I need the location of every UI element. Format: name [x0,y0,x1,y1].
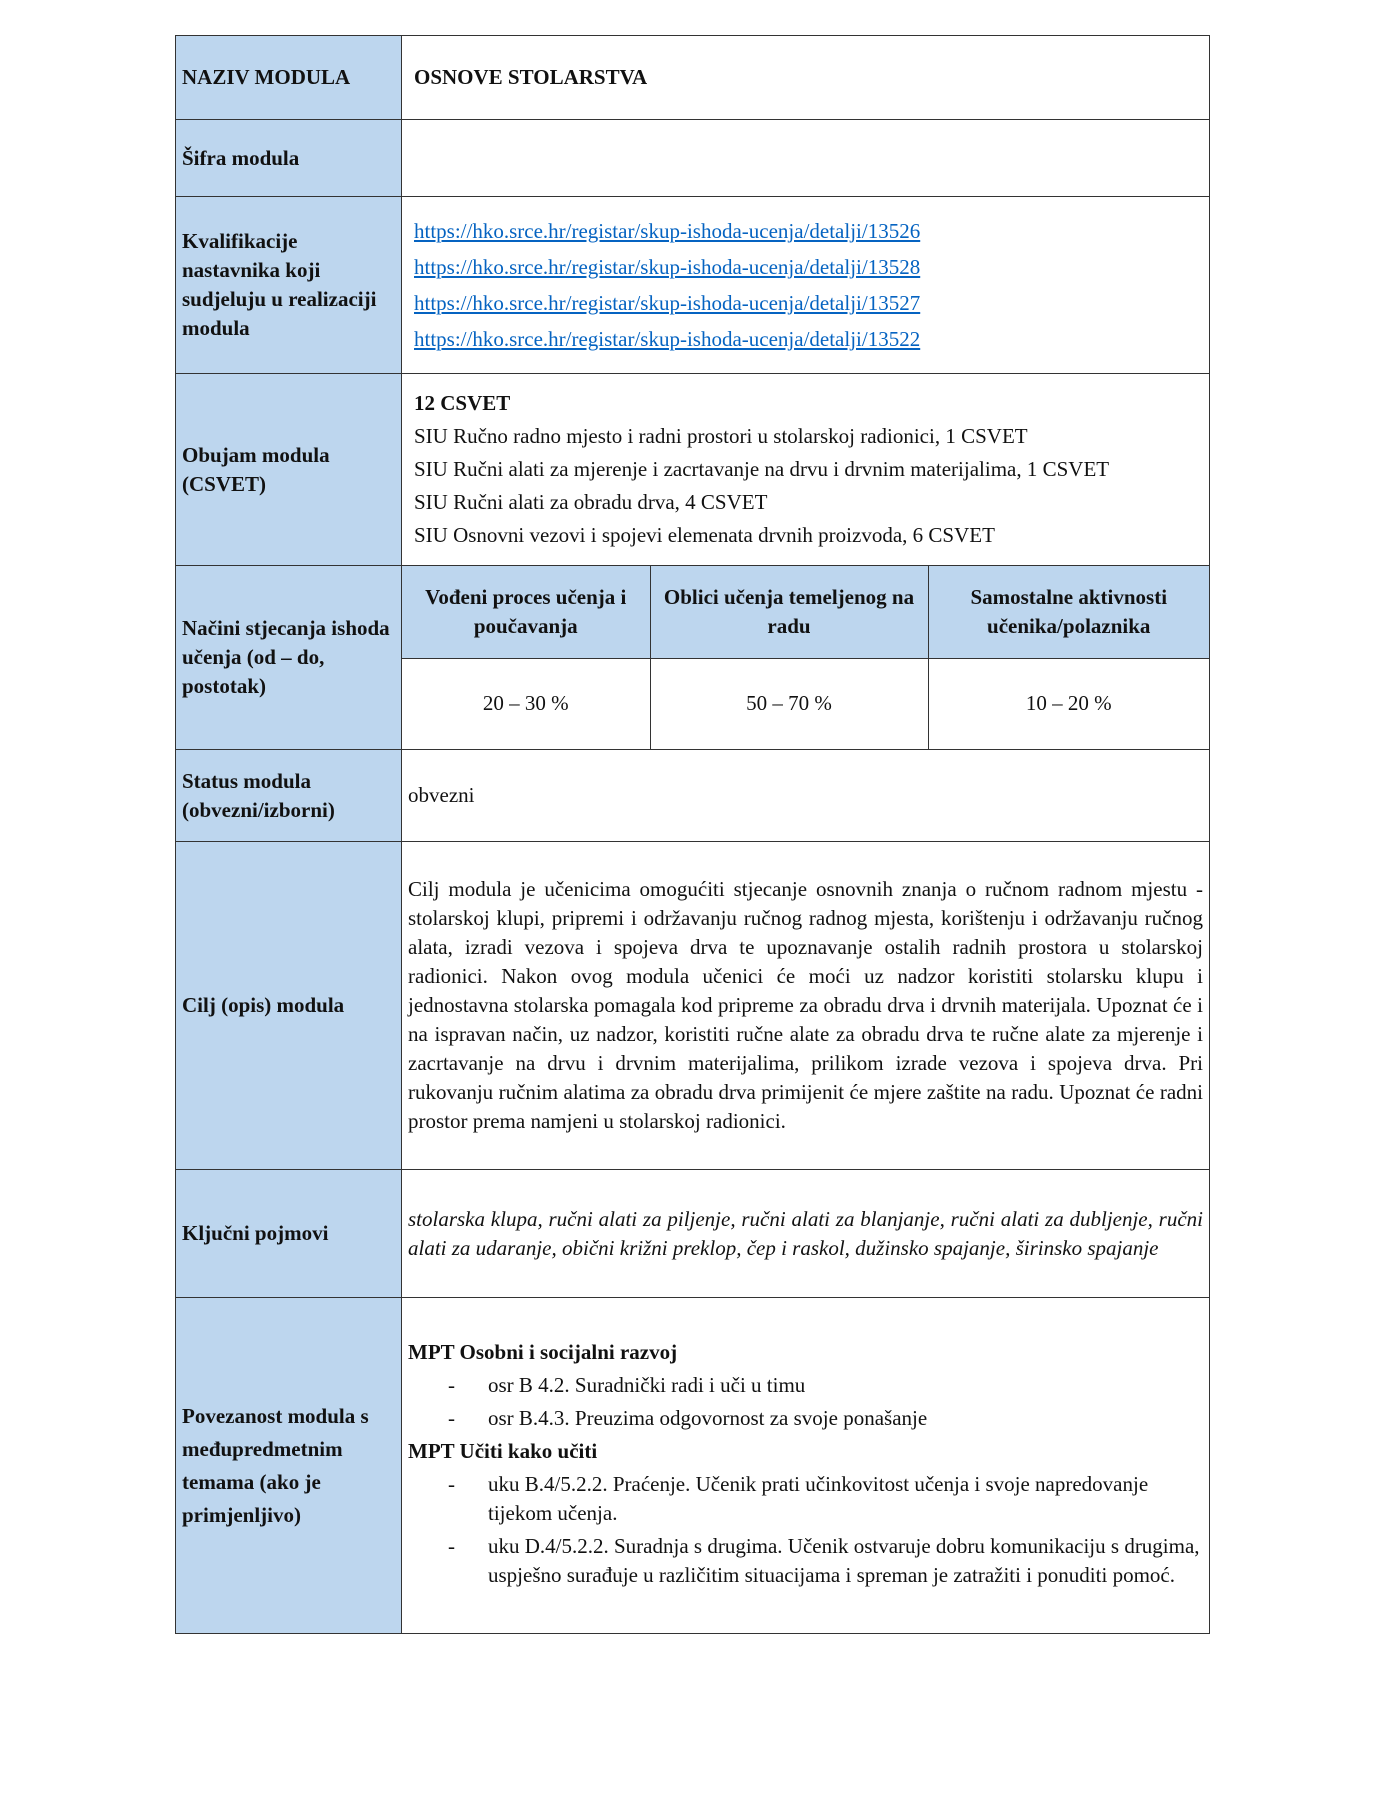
link-13527[interactable]: https://hko.srce.hr/registar/skup-ishoda… [414,291,921,315]
obujam-item: SIU Osnovni vezovi i spojevi elemenata d… [414,523,995,547]
obujam-item: SIU Ručni alati za obradu drva, 4 CSVET [414,490,768,514]
value-sifra [401,119,1210,197]
group-list: osr B 4.2. Suradnički radi i uči u timu … [448,1371,1203,1433]
label-cilj: Cilj (opis) modula [175,841,402,1170]
module-table: NAZIV MODULA OSNOVE STOLARSTVA Šifra mod… [175,35,1210,1634]
value-cilj: Cilj modula je učenicima omogućiti stjec… [401,841,1210,1170]
list-item: osr B.4.3. Preuzima odgovornost za svoje… [448,1404,1203,1433]
row-kvalifikacije: Kvalifikacije nastavnika koji sudjeluju … [175,196,1210,374]
label-pojmovi: Ključni pojmovi [175,1169,402,1298]
group-title: MPT Osobni i socijalni razvoj [408,1339,678,1364]
value-obujam: 12 CSVET SIU Ručno radno mjesto i radni … [401,373,1210,566]
value-status: obvezni [401,749,1210,842]
value-povezanost: MPT Osobni i socijalni razvoj osr B 4.2.… [401,1297,1210,1634]
label-sifra: Šifra modula [175,119,402,197]
value-vodeni: 20 – 30 % [402,658,651,749]
nacini-table: Vođeni proces učenja i poučavanja Oblici… [402,566,1209,749]
label-obujam: Obujam modula (CSVET) [175,373,402,566]
row-naziv: NAZIV MODULA OSNOVE STOLARSTVA [175,35,1210,120]
row-status: Status modula (obvezni/izborni) obvezni [175,749,1210,842]
label-kvalifikacije: Kvalifikacije nastavnika koji sudjeluju … [175,196,402,374]
obujam-item: SIU Ručno radno mjesto i radni prostori … [414,424,1028,448]
link-13526[interactable]: https://hko.srce.hr/registar/skup-ishoda… [414,219,921,243]
value-kvalifikacije: https://hko.srce.hr/registar/skup-ishoda… [401,196,1210,374]
value-oblici: 50 – 70 % [649,658,929,749]
label-povezanost: Povezanost modula s međupredmetnim temam… [175,1297,402,1634]
value-samostalne: 10 – 20 % [927,658,1209,749]
list-item: uku B.4/5.2.2. Praćenje. Učenik prati uč… [448,1470,1203,1528]
header-vodeni: Vođeni proces učenja i poučavanja [402,566,651,659]
link-13528[interactable]: https://hko.srce.hr/registar/skup-ishoda… [414,255,921,279]
row-cilj: Cilj (opis) modula Cilj modula je učenic… [175,841,1210,1170]
group-list: uku B.4/5.2.2. Praćenje. Učenik prati uč… [448,1470,1203,1590]
obujam-item: SIU Ručni alati za mjerenje i zacrtavanj… [414,457,1110,481]
label-naziv: NAZIV MODULA [175,35,402,120]
row-obujam: Obujam modula (CSVET) 12 CSVET SIU Ručno… [175,373,1210,566]
value-naziv: OSNOVE STOLARSTVA [401,35,1210,120]
row-pojmovi: Ključni pojmovi stolarska klupa, ručni a… [175,1169,1210,1298]
link-13522[interactable]: https://hko.srce.hr/registar/skup-ishoda… [414,327,921,351]
group-title: MPT Učiti kako učiti [408,1438,598,1463]
row-sifra: Šifra modula [175,119,1210,197]
label-status: Status modula (obvezni/izborni) [175,749,402,842]
header-samostalne: Samostalne aktivnosti učenika/polaznika [927,566,1209,659]
list-item: osr B 4.2. Suradnički radi i uči u timu [448,1371,1203,1400]
value-nacini: Vođeni proces učenja i poučavanja Oblici… [401,565,1210,750]
row-nacini: Načini stjecanja ishoda učenja (od – do,… [175,565,1210,750]
value-pojmovi: stolarska klupa, ručni alati za piljenje… [401,1169,1210,1298]
header-oblici: Oblici učenja temeljenog na radu [649,566,929,659]
label-nacini: Načini stjecanja ishoda učenja (od – do,… [175,565,402,750]
obujam-total: 12 CSVET [414,391,511,415]
list-item: uku D.4/5.2.2. Suradnja s drugima. Učeni… [448,1532,1203,1590]
row-povezanost: Povezanost modula s međupredmetnim temam… [175,1297,1210,1634]
